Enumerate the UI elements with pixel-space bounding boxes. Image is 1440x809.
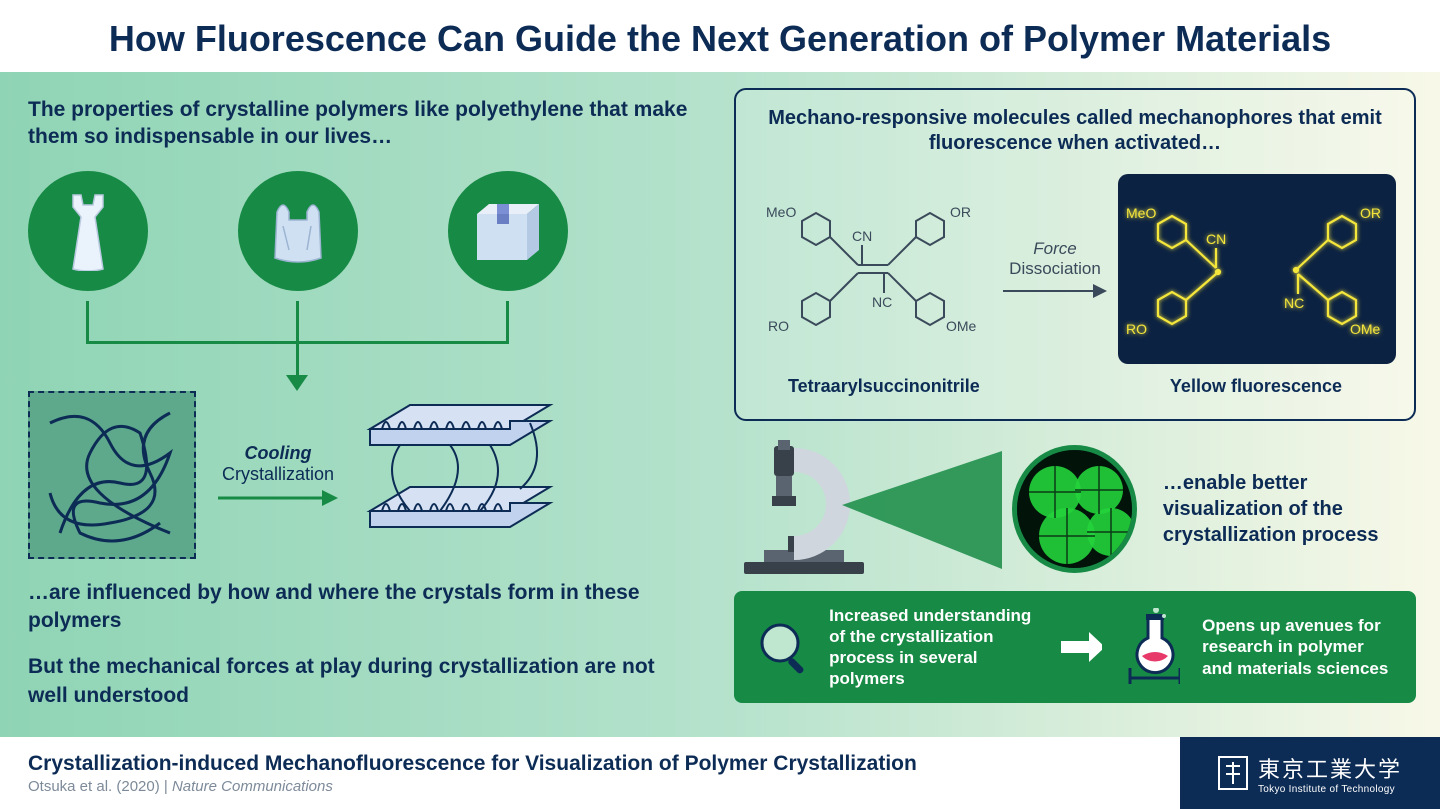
- mechanophore-row: MeO OR RO OMe CN NC Force Dissociation: [754, 174, 1396, 364]
- crystal-lamellae-icon: [360, 395, 560, 555]
- logo-en-text: Tokyo Institute of Technology: [1258, 784, 1402, 795]
- footer-sub: Otsuka et al. (2020) | Nature Communicat…: [28, 778, 917, 795]
- right-panel: Mechano-responsive molecules called mech…: [720, 72, 1440, 754]
- dissociation-arrow: Force Dissociation: [1003, 239, 1107, 299]
- outcome-left-text: Increased understanding of the crystalli…: [829, 605, 1039, 690]
- box-icon: [448, 171, 568, 291]
- labeld-cn: CN: [1206, 231, 1226, 247]
- molecule-captions: Tetraarylsuccinonitrile Yellow fluoresce…: [754, 376, 1396, 397]
- page-title: How Fluorescence Can Guide the Next Gene…: [0, 0, 1440, 72]
- labeld-ome: OMe: [1350, 321, 1381, 337]
- crystallization-row: Cooling Crystallization: [28, 391, 692, 559]
- magnifier-icon: [756, 619, 807, 675]
- labeld-ro: RO: [1126, 321, 1147, 337]
- labeld-meo: MeO: [1126, 205, 1156, 221]
- logo-jp-text: 東京工業大学: [1258, 752, 1402, 784]
- content-row: The properties of crystalline polymers l…: [0, 72, 1440, 754]
- bag-icon: [238, 171, 358, 291]
- mol-right-caption: Yellow fluorescence: [1170, 376, 1342, 397]
- cooling-label: Cooling: [245, 443, 312, 464]
- label-ro: RO: [768, 318, 789, 334]
- dissociation-label: Dissociation: [1009, 259, 1101, 279]
- flask-icon: [1124, 608, 1181, 686]
- footer-journal: Nature Communications: [172, 778, 333, 795]
- icon-row: [28, 171, 568, 291]
- outcome-right-text: Opens up avenues for research in polymer…: [1202, 615, 1394, 679]
- footer-authors: Otsuka et al. (2020): [28, 778, 160, 795]
- mechanophore-box: Mechano-responsive molecules called mech…: [734, 88, 1416, 421]
- footer-sep: |: [160, 778, 172, 795]
- labeld-nc: NC: [1284, 295, 1304, 311]
- microscope-row: …enable better visualization of the crys…: [734, 439, 1416, 579]
- footer-left: Crystallization-induced Mechanofluoresce…: [0, 752, 917, 795]
- beam-icon: [842, 445, 1002, 575]
- label-or: OR: [950, 204, 971, 220]
- logo-mark-icon: [1218, 756, 1248, 790]
- crystallization-label: Crystallization: [222, 464, 334, 485]
- label-meo: MeO: [766, 204, 796, 220]
- micro-text: …enable better visualization of the crys…: [1163, 470, 1416, 548]
- left-end-text: But the mechanical forces at play during…: [28, 653, 692, 710]
- dress-icon: [28, 171, 148, 291]
- crystallization-arrow: Cooling Crystallization: [218, 443, 338, 507]
- fluorescence-image-icon: [1012, 445, 1137, 573]
- molecule-dark-icon: MeO OR RO OMe CN NC: [1118, 174, 1396, 364]
- labeld-or: OR: [1360, 205, 1381, 221]
- left-panel: The properties of crystalline polymers l…: [0, 72, 720, 754]
- outcome-arrow-icon: [1061, 632, 1101, 662]
- university-logo: 東京工業大学 Tokyo Institute of Technology: [1180, 737, 1440, 809]
- label-ome: OMe: [946, 318, 977, 334]
- label-nc: NC: [872, 294, 892, 310]
- amorphous-polymer-icon: [28, 391, 196, 559]
- molecule-light-icon: MeO OR RO OMe CN NC: [754, 175, 992, 363]
- left-mid-text: …are influenced by how and where the cry…: [28, 579, 692, 636]
- outcome-bar: Increased understanding of the crystalli…: [734, 591, 1416, 703]
- connector-lines: [28, 301, 568, 387]
- force-label: Force: [1033, 239, 1076, 259]
- left-intro-text: The properties of crystalline polymers l…: [28, 96, 692, 151]
- label-cn: CN: [852, 228, 872, 244]
- mech-heading: Mechano-responsive molecules called mech…: [754, 106, 1396, 156]
- mol-left-caption: Tetraarylsuccinonitrile: [788, 376, 980, 397]
- footer: Crystallization-induced Mechanofluoresce…: [0, 737, 1440, 809]
- footer-title: Crystallization-induced Mechanofluoresce…: [28, 752, 917, 776]
